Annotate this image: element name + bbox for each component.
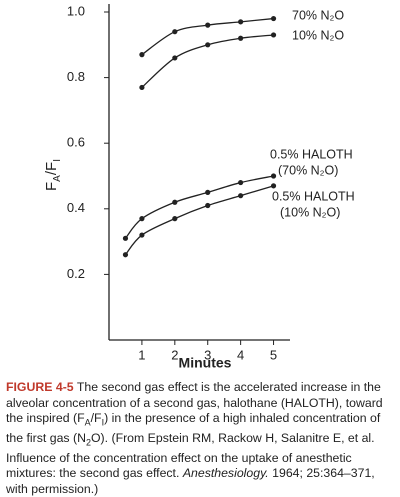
caption-text: ) in the presence of a high inhaled conc… <box>6 411 381 445</box>
data-point <box>238 193 244 199</box>
series-label: (10% N₂O) <box>280 205 340 219</box>
x-tick-label: 3 <box>204 347 211 362</box>
data-point <box>139 232 145 238</box>
data-point <box>238 19 244 25</box>
x-tick-label: 5 <box>270 347 277 362</box>
data-point <box>238 35 244 41</box>
series-line <box>124 185 274 256</box>
data-point <box>238 179 244 186</box>
x-tick-label: 2 <box>171 347 178 362</box>
caption-text: 1964; 25:364–371, with permission.) <box>6 466 375 496</box>
y-tick-label: 0.6 <box>67 135 85 150</box>
data-point <box>270 183 277 189</box>
caption-text: Anesthesiology. <box>182 466 269 481</box>
data-point <box>172 29 178 35</box>
data-point <box>172 216 178 222</box>
data-point <box>122 252 129 258</box>
caption-text: The second gas effect is the accelerated… <box>6 380 383 425</box>
x-tick-label: 1 <box>138 347 145 362</box>
caption-text: A <box>84 417 91 428</box>
x-tick-label: 4 <box>237 347 244 362</box>
series-line <box>124 175 274 239</box>
y-label-part: /F <box>43 162 60 175</box>
data-point <box>139 216 145 222</box>
caption-text: 2 <box>85 437 91 448</box>
data-point <box>172 55 178 61</box>
caption-text: I <box>101 417 105 428</box>
figure-label: FIGURE 4-5 <box>6 380 74 394</box>
chart: FA/FI Minutes 1.0 0.8 0.6 0.4 0.2 1 2 3 4 5 70% N₂… <box>43 3 355 371</box>
data-point <box>270 173 277 179</box>
y-tick-label: 1.0 <box>67 3 85 18</box>
caption-text: /F <box>90 411 102 425</box>
y-label-part: I <box>52 159 63 162</box>
caption: FIGURE 4-5 The second gas effect is the … <box>6 380 394 497</box>
caption-text: O). (From Epstein RM, Rackow H, Salanitr… <box>6 430 375 481</box>
data-point <box>122 235 129 241</box>
data-point <box>205 189 211 195</box>
data-point <box>139 84 145 91</box>
series-label: 0.5% HALOTH <box>270 147 353 161</box>
data-point <box>205 22 211 28</box>
x-axis-label: Minutes <box>179 355 232 371</box>
y-tick-label: 0.4 <box>67 200 85 215</box>
series-label: 10% N₂O <box>292 28 344 42</box>
series-label: 0.5% HALOTH <box>272 189 355 203</box>
y-tick-label: 0.8 <box>67 69 85 84</box>
y-tick-label: 0.2 <box>67 266 85 281</box>
y-label-part: A <box>52 175 63 182</box>
y-label-part: F <box>43 182 60 191</box>
data-point <box>270 32 277 38</box>
data-point <box>205 42 211 48</box>
data-point <box>205 202 211 209</box>
data-point <box>270 15 277 22</box>
y-axis-label: FA/FI <box>43 159 63 191</box>
series-label: 70% N₂O <box>292 8 344 22</box>
data-point <box>172 199 178 205</box>
series-label: (70% N₂O) <box>278 163 338 177</box>
data-point <box>139 52 145 58</box>
